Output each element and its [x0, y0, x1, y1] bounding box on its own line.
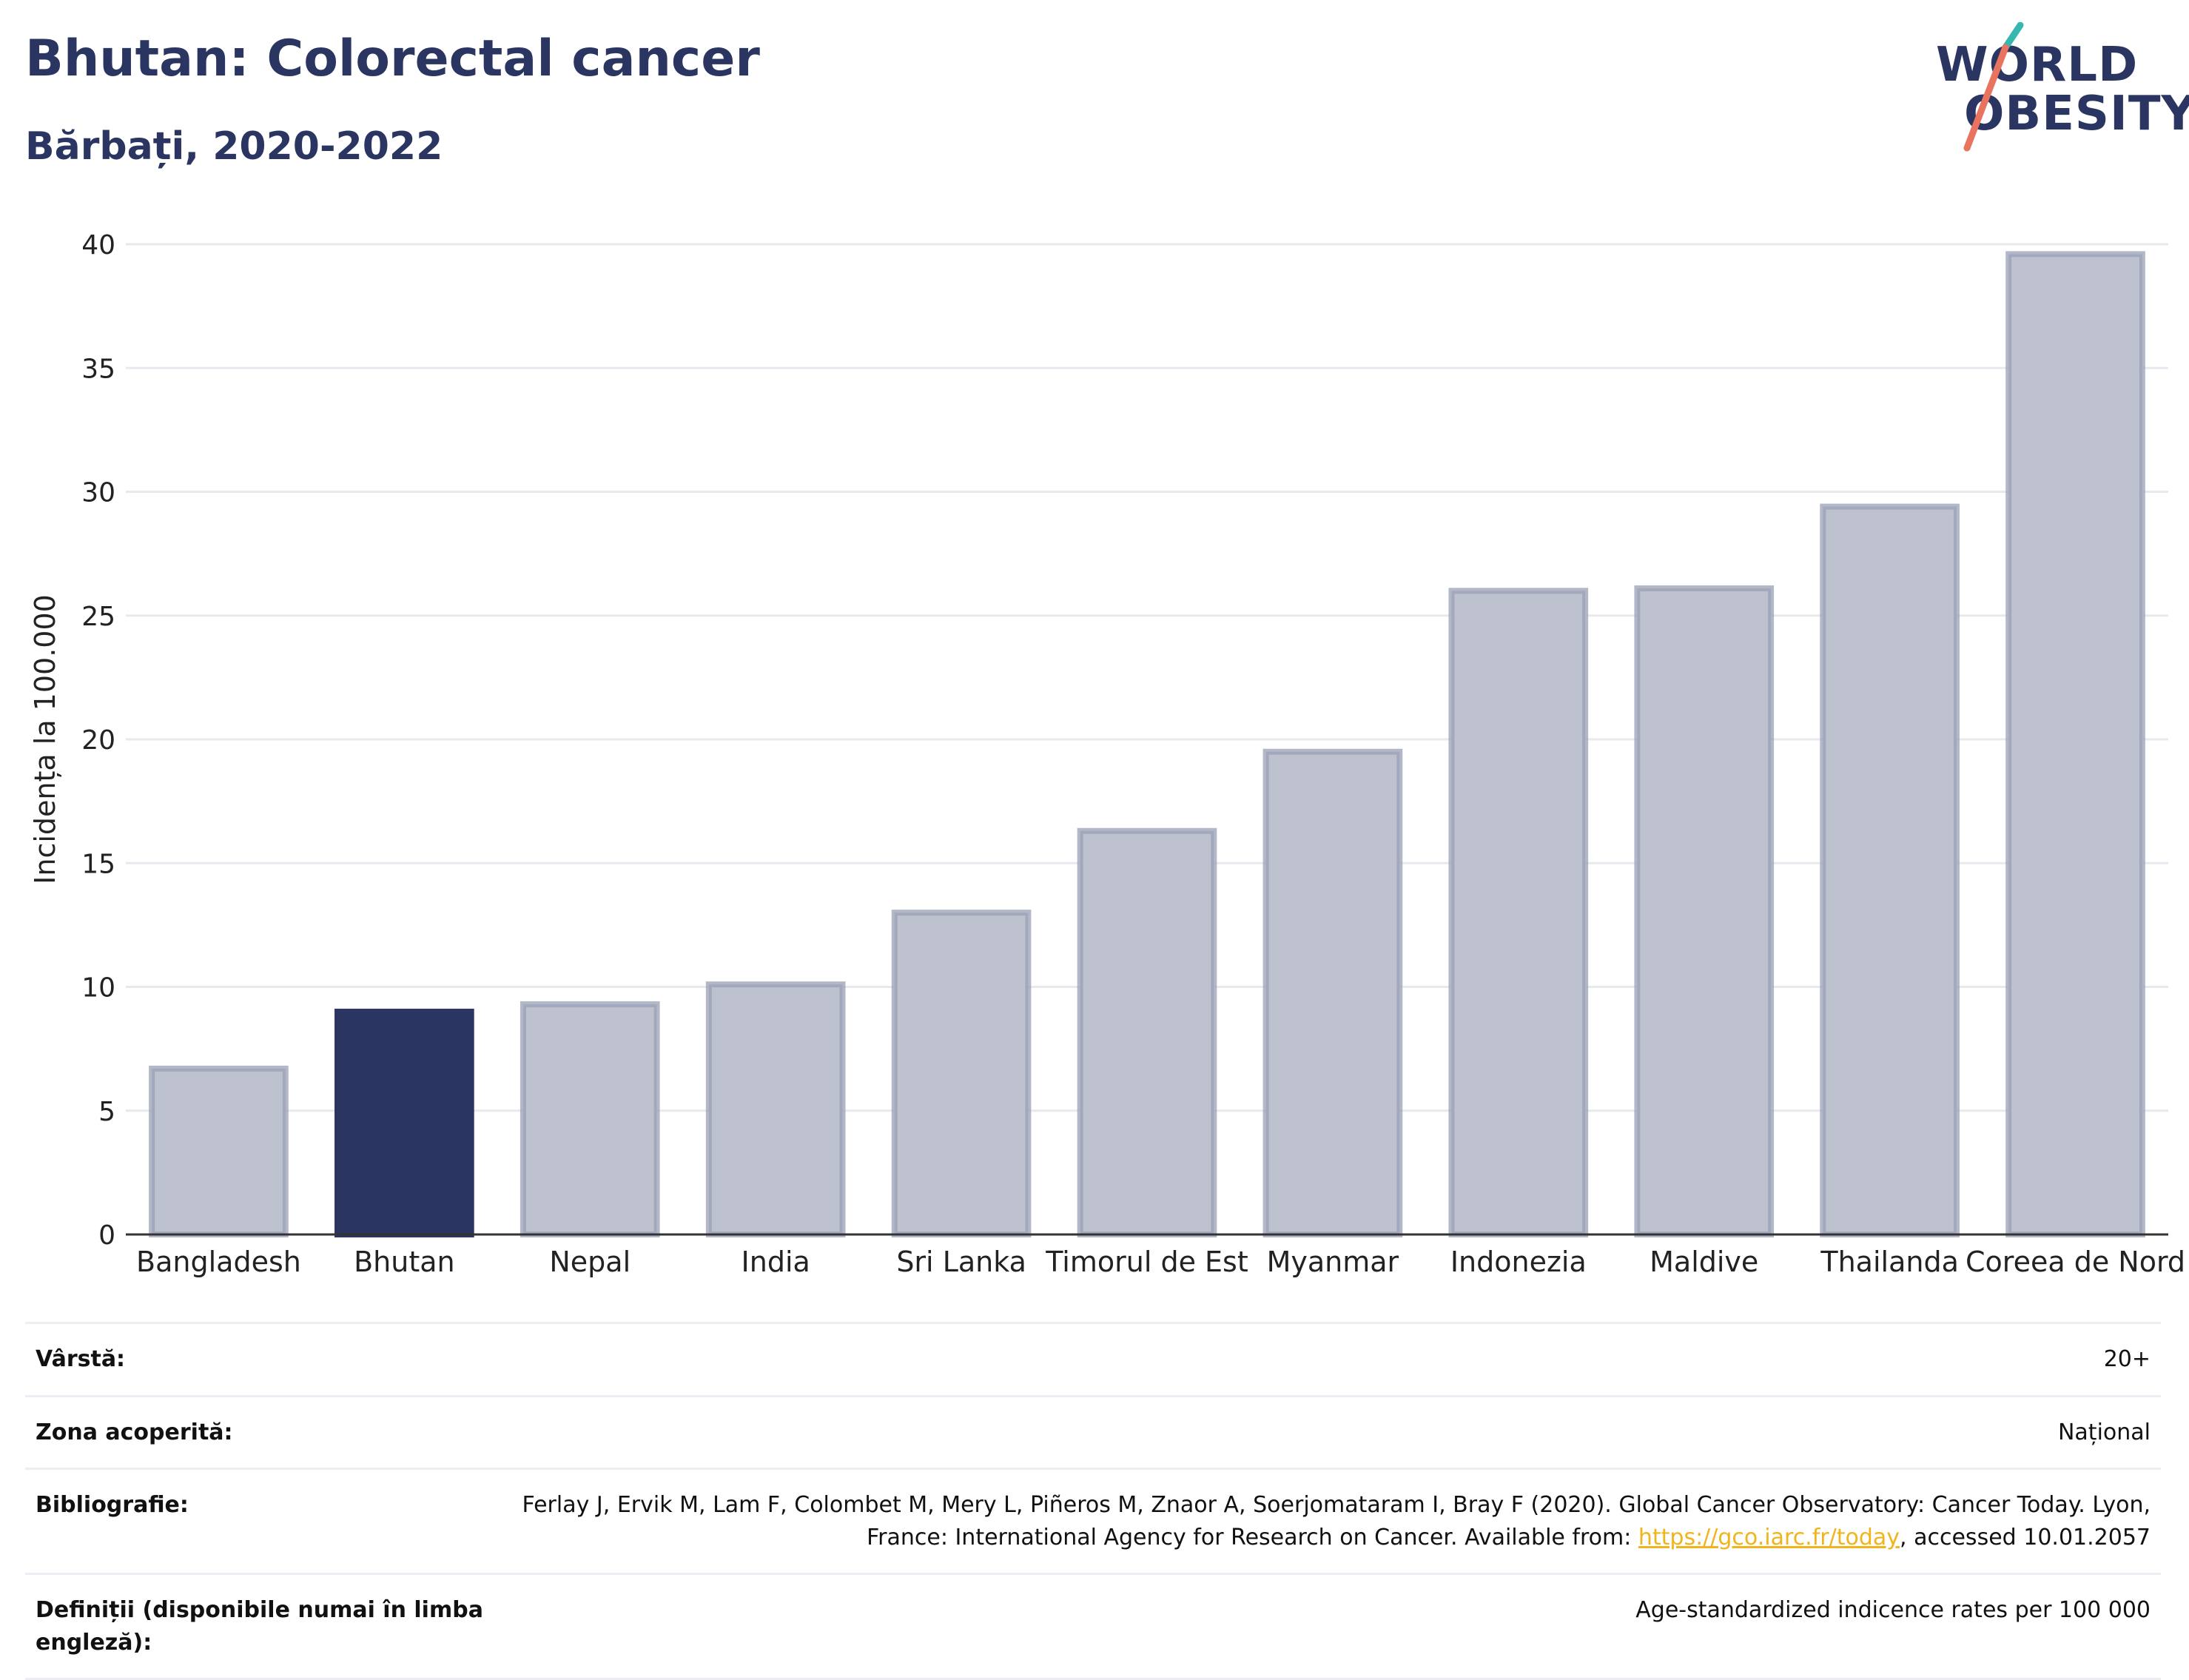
bar	[1820, 503, 1960, 1237]
bibliography-text: Ferlay J, Ervik M, Lam F, Colombet M, Me…	[522, 1492, 2151, 1550]
logo-slash-icon	[1963, 22, 2024, 152]
meta-row-definitions: Definiții (disponibile numai în limba en…	[25, 1573, 2161, 1680]
meta-value: Național	[505, 1394, 2161, 1469]
world-obesity-logo: WORLD OBESITY	[1931, 22, 2189, 155]
meta-label: Vârstă:	[25, 1322, 505, 1396]
x-tick-label: Sri Lanka	[896, 1246, 1026, 1278]
x-tick-label: Myanmar	[1267, 1246, 1399, 1278]
page-subtitle: Bărbați, 2020-2022	[25, 124, 443, 169]
x-axis-ticks: Bangladesh Bhutan Nepal India Sri Lanka Timor…	[136, 1246, 2185, 1278]
y-axis-ticks: 0 5 10 15 20 25 30 35 40	[81, 230, 115, 1251]
x-tick-label: Timorul de Est	[1045, 1246, 1248, 1278]
x-tick-label: Maldive	[1650, 1246, 1758, 1278]
x-tick-label: Nepal	[549, 1246, 631, 1278]
y-tick-label: 25	[81, 602, 115, 632]
y-tick-label: 30	[81, 478, 115, 508]
x-tick-label: India	[742, 1246, 810, 1278]
meta-row-bibliography: Bibliografie: Ferlay J, Ervik M, Lam F, …	[25, 1468, 2161, 1574]
bar	[519, 1001, 660, 1238]
y-tick-label: 20	[81, 725, 115, 756]
y-tick-label: 10	[81, 973, 115, 1004]
bar	[2005, 251, 2145, 1237]
bar	[149, 1065, 289, 1238]
bar	[1077, 827, 1217, 1237]
meta-label: Bibliografie:	[25, 1468, 505, 1574]
bibliography-link[interactable]: https://gco.iarc.fr/today	[1638, 1524, 1900, 1550]
logo-text-obesity: OBESITY	[1964, 87, 2189, 141]
meta-value: 20+	[505, 1322, 2161, 1396]
bar	[1634, 585, 1775, 1237]
y-tick-label: 5	[98, 1097, 115, 1127]
x-tick-label: Indonezia	[1450, 1246, 1587, 1278]
metadata-table: Vârstă: 20+ Zona acoperită: Național Bib…	[25, 1322, 2161, 1680]
bar	[1262, 748, 1403, 1237]
x-tick-label: Thailanda	[1820, 1246, 1958, 1278]
bar	[1448, 588, 1589, 1237]
bar	[334, 1008, 474, 1237]
y-axis-title: Incidența la 100.000	[29, 594, 61, 884]
bars	[149, 251, 2145, 1238]
x-tick-label: Coreea de Nord	[1966, 1246, 2185, 1278]
y-tick-label: 35	[81, 354, 115, 384]
meta-value: Age-standardized indicence rates per 100…	[505, 1573, 2161, 1680]
page-title: Bhutan: Colorectal cancer	[25, 30, 760, 88]
y-tick-label: 0	[98, 1220, 115, 1251]
bar-chart: 0 5 10 15 20 25 30 35 40 Bangladesh Bhutan Nepal In…	[29, 230, 2185, 1278]
y-tick-label: 40	[81, 230, 115, 261]
meta-row-coverage: Zona acoperită: Național	[25, 1394, 2161, 1469]
bibliography-suffix: , accessed 10.01.2057	[1900, 1524, 2151, 1550]
y-tick-label: 15	[81, 849, 115, 879]
meta-row-age: Vârstă: 20+	[25, 1322, 2161, 1396]
bar	[705, 981, 846, 1238]
meta-label: Definiții (disponibile numai în limba en…	[25, 1573, 505, 1680]
x-tick-label: Bhutan	[354, 1246, 455, 1278]
bar	[891, 910, 1032, 1238]
x-tick-label: Bangladesh	[136, 1246, 301, 1278]
logo-text-world: WORLD	[1936, 38, 2139, 93]
meta-value: Ferlay J, Ervik M, Lam F, Colombet M, Me…	[505, 1468, 2161, 1574]
meta-label: Zona acoperită:	[25, 1394, 505, 1469]
